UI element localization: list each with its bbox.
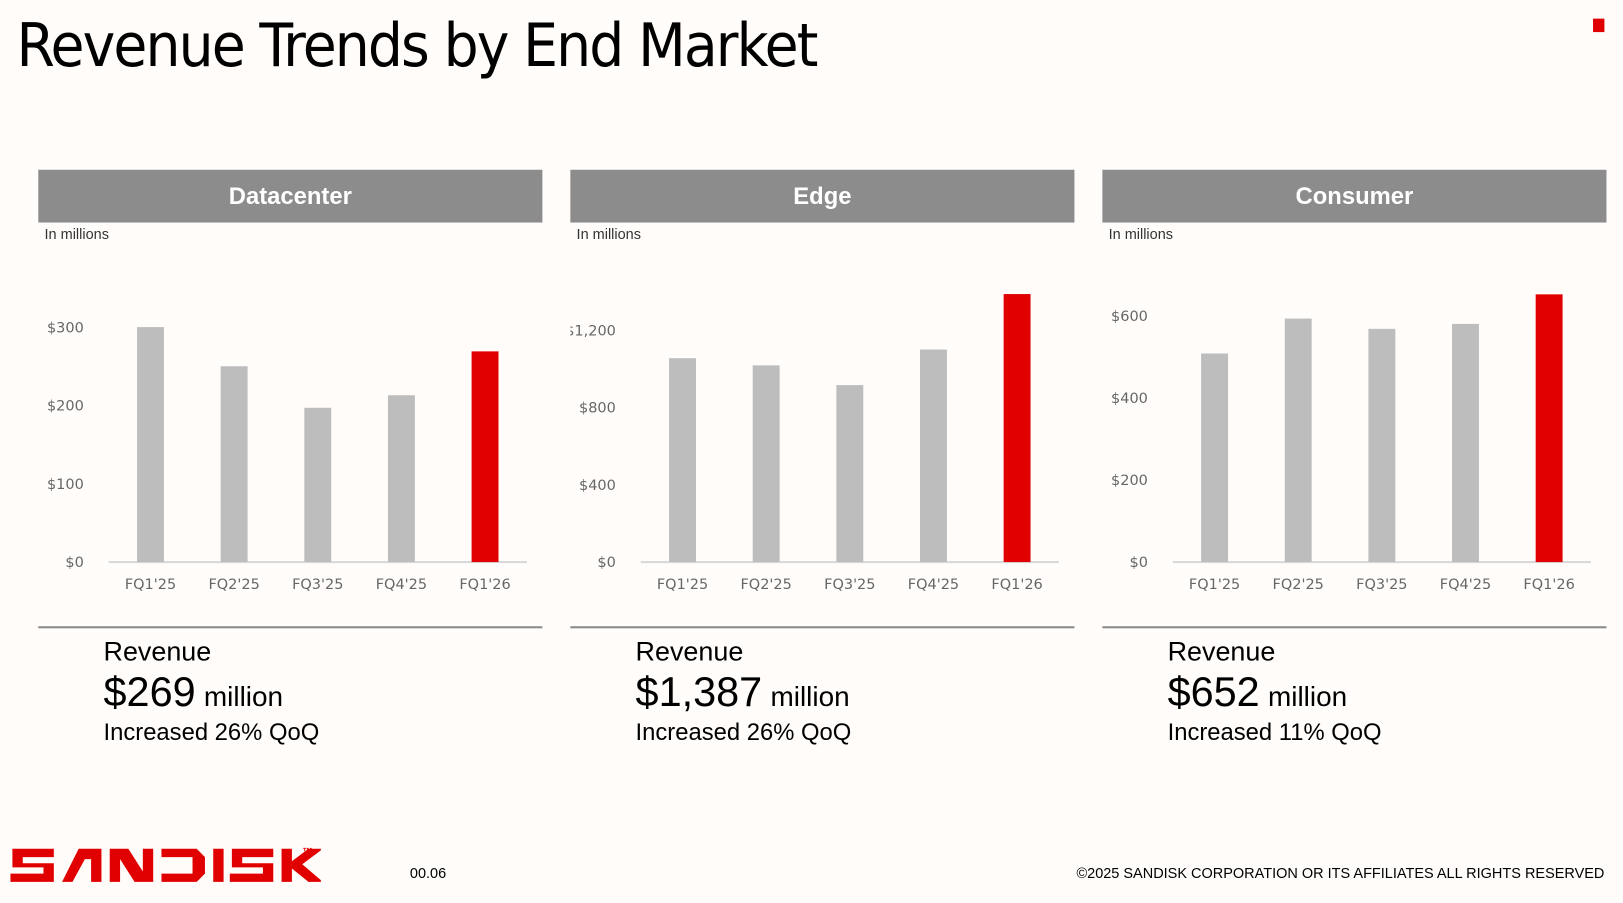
y-tick-label: $300 <box>47 320 84 336</box>
revenue-change: Increased 26% QoQ <box>635 718 852 746</box>
revenue-unit: million <box>203 681 284 713</box>
revenue-label: Revenue <box>1167 635 1276 667</box>
y-tick-label: $800 <box>579 401 616 417</box>
bar <box>1368 328 1396 563</box>
divider <box>570 626 1075 629</box>
revenue-change: Increased 26% QoQ <box>103 718 320 746</box>
bar <box>752 365 780 563</box>
y-tick-label: $1,200 <box>570 323 616 339</box>
revenue-summary: Revenue $269 million Increased 26% QoQ <box>104 636 320 747</box>
revenue-label: Revenue <box>103 635 212 667</box>
x-tick-label: FQ3'25 <box>292 577 343 593</box>
bar <box>387 395 415 563</box>
y-tick-label: $200 <box>47 399 84 415</box>
panel-header: Edge <box>570 169 1075 223</box>
copyright: ©2025 SANDISK CORPORATION OR ITS AFFILIA… <box>1076 864 1605 881</box>
x-tick-label: FQ1'26 <box>991 577 1042 593</box>
x-tick-label: FQ4'25 <box>376 577 427 593</box>
y-tick-label: $400 <box>1111 391 1148 407</box>
y-tick-label: $600 <box>1111 309 1148 325</box>
divider <box>38 626 543 629</box>
bar <box>919 349 947 563</box>
bar <box>1535 294 1563 563</box>
revenue-amount: $1,387 <box>635 669 763 716</box>
x-tick-label: FQ2'25 <box>1273 577 1324 593</box>
consumer-chart: $0 $200 $400 $600 FQ1'25 FQ2'25 FQ3'25 FQ4'25 FQ… <box>1111 294 1591 593</box>
bar <box>836 385 864 563</box>
x-tick-label: FQ4'25 <box>1440 577 1491 593</box>
bar <box>220 366 248 563</box>
revenue-amount: $269 <box>103 669 196 716</box>
revenue-unit: million <box>770 681 850 713</box>
x-tick-label: FQ1'26 <box>1523 577 1574 593</box>
x-tick-label: FQ1'26 <box>459 577 510 593</box>
y-tick-label: $0 <box>1129 555 1147 571</box>
x-tick-label: FQ2'25 <box>208 577 259 593</box>
bar <box>1201 353 1229 563</box>
x-tick-label: FQ3'25 <box>824 577 875 593</box>
revenue-change: Increased 11% QoQ <box>1167 718 1382 746</box>
x-tick-label: FQ4'25 <box>908 577 959 593</box>
trademark: ™ <box>302 846 313 859</box>
page-number: 00.06 <box>409 864 447 881</box>
divider <box>1102 626 1607 629</box>
edge-chart: $0 $400 $800 $1,200 FQ1'25 FQ2'25 FQ3'25 FQ4'25… <box>570 294 1059 593</box>
panel-header: Consumer <box>1102 169 1607 223</box>
revenue-unit: million <box>1267 681 1348 713</box>
sandisk-logo <box>10 848 321 882</box>
bar <box>137 327 164 563</box>
datacenter-chart: $0 $100 $200 $300 FQ1'25 FQ2'25 FQ3'25 FQ4'25 FQ… <box>47 320 527 593</box>
revenue-summary: Revenue $1,387 million Increased 26% QoQ <box>636 636 852 747</box>
x-tick-label: FQ1'25 <box>657 577 708 593</box>
panel-edge: Edge In millions $0 $400 $800 $1,200 FQ1'25 F… <box>570 169 1075 745</box>
unit-label: In millions <box>576 225 641 243</box>
y-tick-label: $0 <box>597 555 615 571</box>
x-tick-label: FQ3'25 <box>1356 577 1407 593</box>
x-tick-label: FQ1'25 <box>125 577 176 593</box>
y-tick-label: $400 <box>579 478 616 494</box>
y-tick-label: $200 <box>1111 473 1148 489</box>
bar <box>471 351 499 563</box>
revenue-amount: $652 <box>1167 669 1260 716</box>
y-tick-label: $0 <box>65 555 83 571</box>
corner-marker <box>1593 18 1605 33</box>
page-title: Revenue Trends by End Market <box>16 10 819 81</box>
panel-datacenter: Datacenter In millions $0 $100 $200 $300 FQ1… <box>38 169 543 745</box>
bar <box>669 358 697 563</box>
unit-label: In millions <box>1108 225 1174 243</box>
bar <box>1452 323 1479 563</box>
y-tick-label: $100 <box>47 477 84 493</box>
bar <box>304 407 332 563</box>
x-tick-label: FQ1'25 <box>1189 577 1240 593</box>
x-tick-label: FQ2'25 <box>740 577 791 593</box>
bar <box>1003 294 1031 563</box>
unit-label: In millions <box>44 225 109 243</box>
revenue-label: Revenue <box>635 635 744 667</box>
panel-consumer: Consumer In millions $0 $200 $400 $600 FQ1'2… <box>1102 169 1607 745</box>
bar <box>1284 318 1312 563</box>
panel-header: Datacenter <box>38 169 543 223</box>
revenue-summary: Revenue $652 million Increased 11% QoQ <box>1168 636 1382 747</box>
